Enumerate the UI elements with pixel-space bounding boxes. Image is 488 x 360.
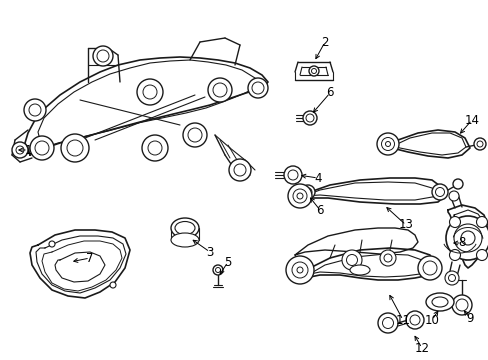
Circle shape [183,123,206,147]
Text: 4: 4 [314,171,321,184]
Text: 7: 7 [86,252,94,265]
Circle shape [379,250,395,266]
Circle shape [381,138,394,150]
Ellipse shape [175,221,195,234]
Circle shape [382,318,393,328]
Circle shape [447,274,454,282]
Circle shape [29,104,41,116]
Ellipse shape [425,293,453,311]
Circle shape [142,85,157,99]
Circle shape [234,164,245,176]
Text: 6: 6 [316,203,323,216]
Circle shape [207,78,231,102]
Circle shape [247,78,267,98]
Circle shape [448,216,460,228]
Circle shape [435,188,444,197]
Circle shape [93,46,113,66]
Circle shape [346,255,357,266]
Text: 6: 6 [325,86,333,99]
Circle shape [287,184,311,208]
Circle shape [24,99,46,121]
Ellipse shape [171,218,199,238]
Circle shape [377,313,397,333]
Circle shape [444,271,458,285]
Circle shape [460,231,474,245]
Circle shape [452,179,462,189]
Circle shape [67,140,83,156]
Circle shape [35,141,49,155]
Text: 12: 12 [414,342,428,355]
Text: 5: 5 [224,256,231,269]
Circle shape [142,135,168,161]
Circle shape [448,191,458,201]
Circle shape [476,141,482,147]
Circle shape [385,141,390,147]
Ellipse shape [349,265,369,275]
Circle shape [187,128,202,142]
Circle shape [291,262,307,278]
Circle shape [308,66,318,76]
Circle shape [451,295,471,315]
Text: 1: 1 [24,144,32,157]
Circle shape [285,256,313,284]
Text: 8: 8 [457,237,465,249]
Circle shape [213,83,226,97]
Text: 13: 13 [398,219,412,231]
Circle shape [213,265,223,275]
Circle shape [311,68,316,73]
Circle shape [417,256,441,280]
Circle shape [448,249,460,261]
Circle shape [296,267,303,273]
Circle shape [16,146,24,154]
Circle shape [383,254,391,262]
Circle shape [287,170,297,180]
Circle shape [251,82,264,94]
Circle shape [301,185,314,199]
Circle shape [305,114,313,122]
Circle shape [304,188,311,196]
Circle shape [296,193,303,199]
Circle shape [284,166,302,184]
Circle shape [473,138,485,150]
Circle shape [475,249,487,261]
Circle shape [422,261,436,275]
Circle shape [341,250,361,270]
Text: 11: 11 [395,314,409,327]
Circle shape [137,79,163,105]
Text: 9: 9 [465,311,473,324]
Circle shape [30,136,54,160]
Ellipse shape [431,297,447,307]
Circle shape [215,267,220,273]
Circle shape [405,311,423,329]
Circle shape [455,299,467,311]
Ellipse shape [171,233,199,247]
Text: 2: 2 [321,36,328,49]
Circle shape [148,141,162,155]
Circle shape [228,159,250,181]
Text: 14: 14 [464,113,479,126]
Circle shape [12,142,28,158]
Circle shape [431,184,447,200]
Text: 3: 3 [206,246,213,258]
Circle shape [61,134,89,162]
Circle shape [49,241,55,247]
Circle shape [475,216,487,228]
Circle shape [376,133,398,155]
Circle shape [110,282,116,288]
Circle shape [303,111,316,125]
Circle shape [445,216,488,260]
Circle shape [409,315,419,325]
Circle shape [453,224,481,252]
Circle shape [97,50,109,62]
Text: 10: 10 [424,314,439,327]
Circle shape [292,189,306,203]
